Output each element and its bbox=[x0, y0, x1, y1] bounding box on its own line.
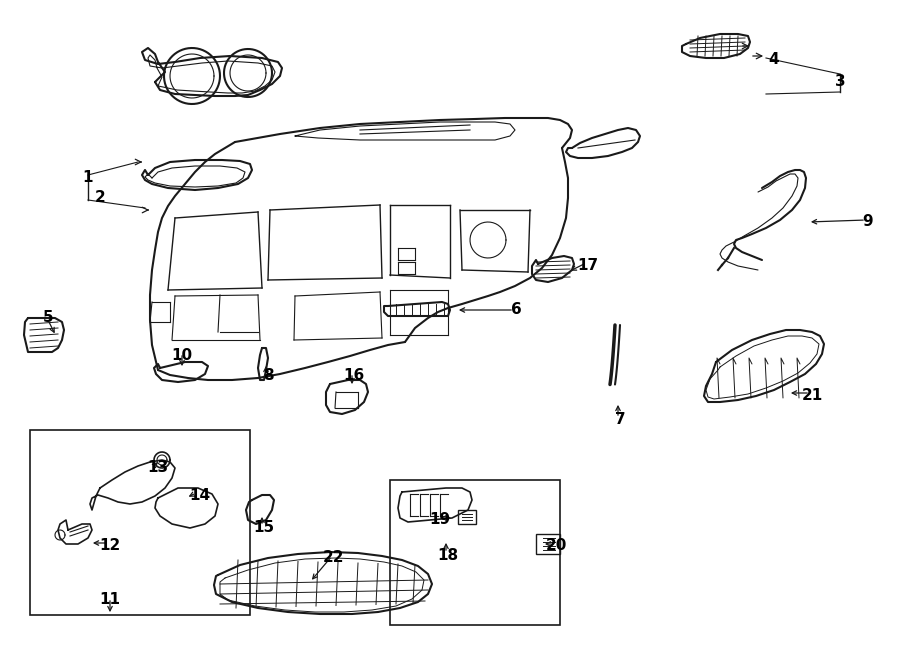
Text: 20: 20 bbox=[545, 538, 567, 553]
Text: 9: 9 bbox=[863, 214, 873, 230]
Text: 21: 21 bbox=[801, 387, 823, 402]
Text: 6: 6 bbox=[510, 303, 521, 318]
Text: 17: 17 bbox=[578, 258, 599, 273]
Text: 15: 15 bbox=[254, 520, 274, 536]
Text: 10: 10 bbox=[171, 348, 193, 363]
Text: 18: 18 bbox=[437, 547, 459, 563]
Bar bbox=[458, 510, 476, 524]
Text: 11: 11 bbox=[100, 592, 121, 608]
Text: 1: 1 bbox=[83, 171, 94, 185]
Text: 5: 5 bbox=[42, 310, 53, 326]
Bar bbox=[390, 480, 560, 625]
Text: 12: 12 bbox=[99, 538, 121, 553]
Text: 2: 2 bbox=[94, 191, 105, 205]
Bar bbox=[536, 534, 560, 554]
Bar bbox=[30, 430, 250, 615]
Text: 14: 14 bbox=[189, 487, 211, 502]
Text: 16: 16 bbox=[344, 367, 364, 383]
Text: 22: 22 bbox=[323, 551, 345, 565]
Text: 13: 13 bbox=[148, 461, 168, 475]
Text: 4: 4 bbox=[769, 52, 779, 68]
Text: 19: 19 bbox=[429, 512, 451, 528]
Text: 7: 7 bbox=[615, 412, 626, 428]
Text: 3: 3 bbox=[834, 75, 845, 89]
Text: 8: 8 bbox=[263, 367, 274, 383]
